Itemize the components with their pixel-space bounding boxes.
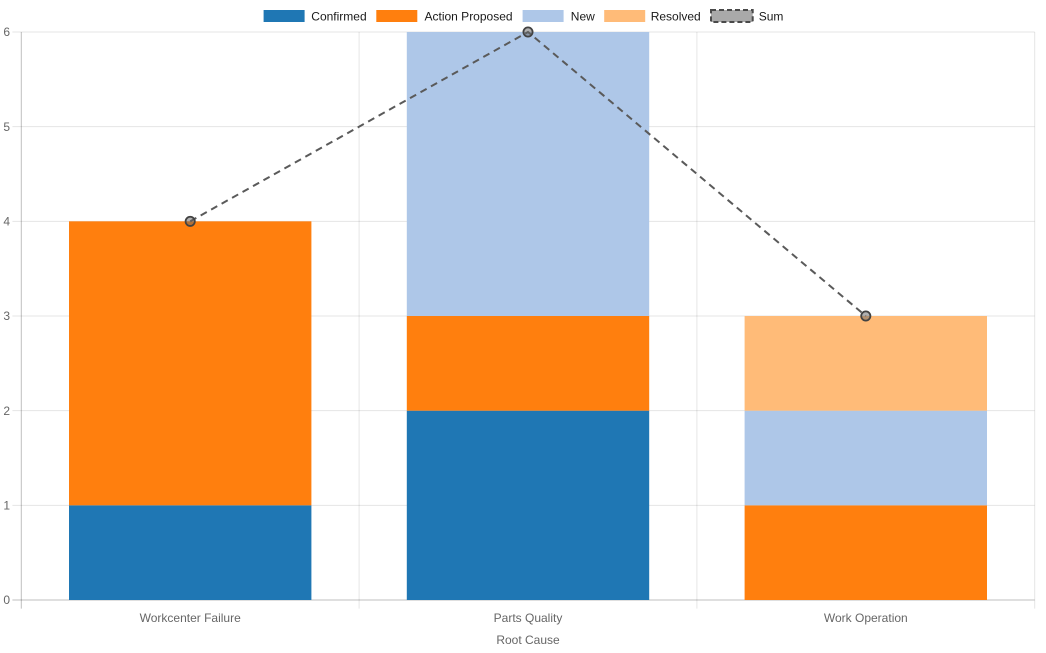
svg-text:Root Cause: Root Cause — [496, 633, 560, 647]
svg-text:2: 2 — [3, 404, 10, 418]
svg-text:0: 0 — [3, 593, 10, 607]
svg-text:6: 6 — [3, 25, 10, 39]
svg-text:5: 5 — [3, 120, 10, 134]
svg-text:Work Operation: Work Operation — [824, 611, 908, 625]
svg-text:1: 1 — [3, 499, 10, 513]
svg-text:Confirmed: Confirmed — [311, 9, 366, 23]
svg-text:Resolved: Resolved — [651, 9, 701, 23]
svg-text:3: 3 — [3, 309, 10, 323]
svg-text:Workcenter Failure: Workcenter Failure — [140, 611, 241, 625]
svg-text:Sum: Sum — [759, 9, 784, 23]
svg-text:Action Proposed: Action Proposed — [425, 9, 513, 23]
svg-text:4: 4 — [3, 215, 10, 229]
svg-text:Parts Quality: Parts Quality — [494, 611, 563, 625]
svg-text:New: New — [571, 9, 595, 23]
